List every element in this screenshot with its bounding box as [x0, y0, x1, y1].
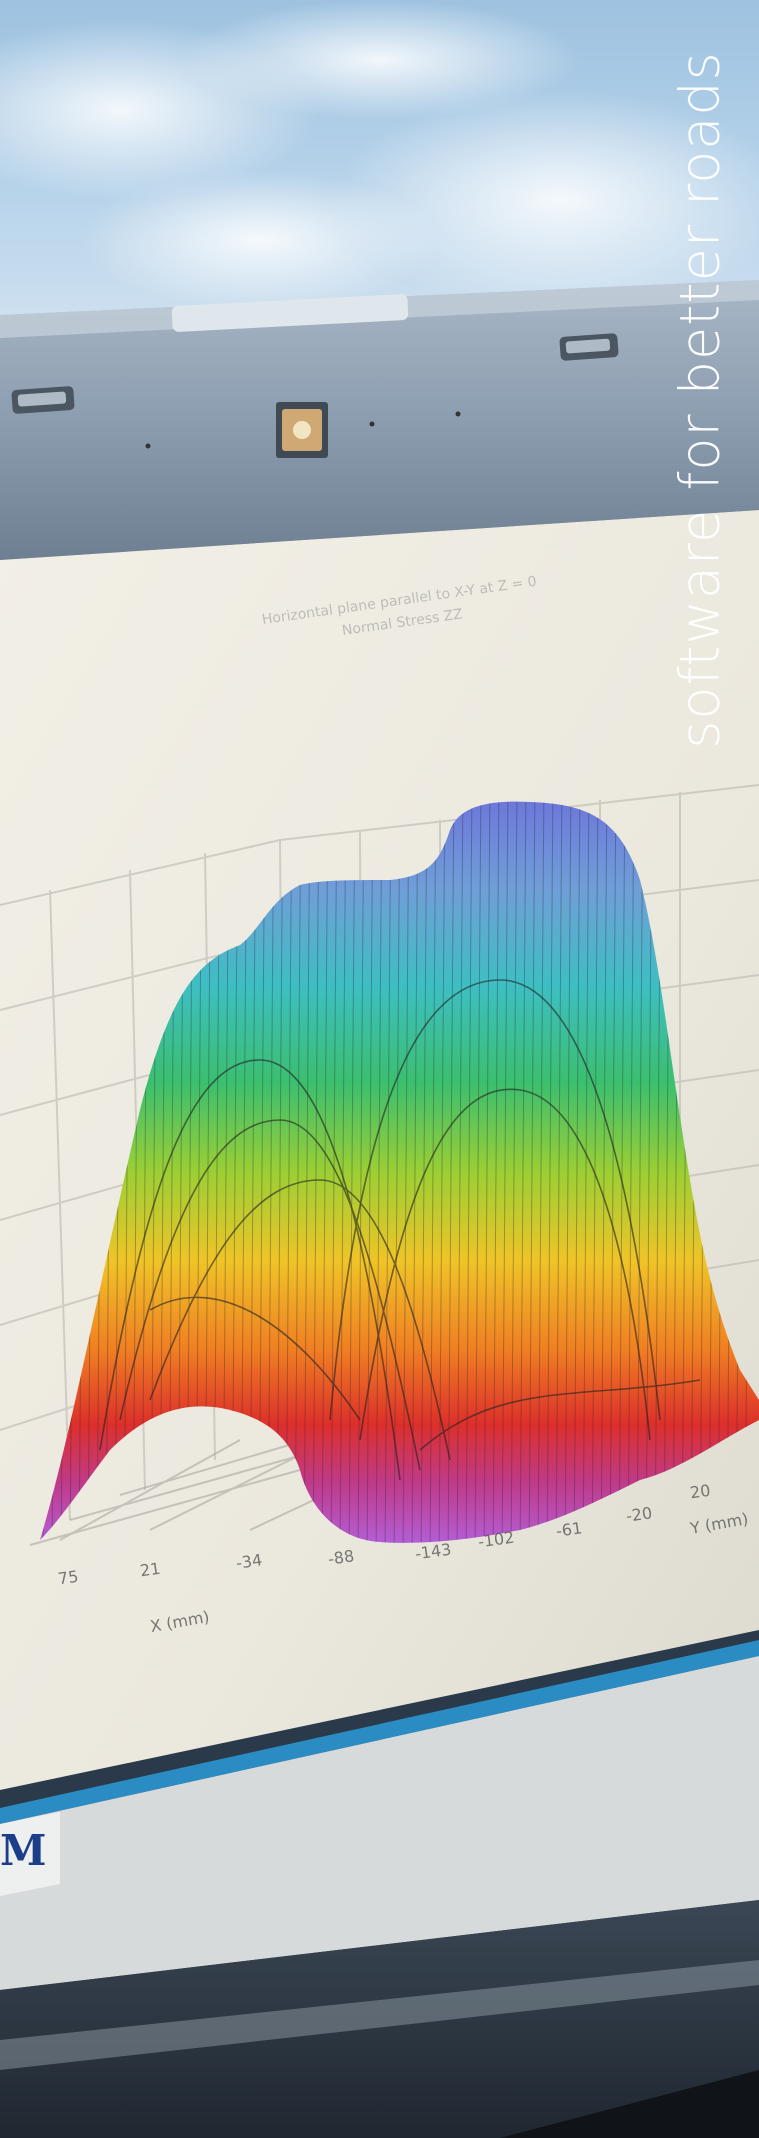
surface-mesh-line [348, 801, 356, 1543]
surface-mesh-line [303, 801, 311, 1543]
surface-mesh-line [357, 801, 365, 1543]
x-tick: 75 [56, 1566, 80, 1589]
surface-mesh-line [285, 801, 293, 1543]
surface-mesh-line [510, 801, 518, 1543]
tagline: software for better roads [668, 51, 732, 749]
x-tick: -88 [326, 1546, 356, 1569]
monitor-brand-fragment: M [0, 1826, 47, 1875]
surface-mesh-line [519, 801, 527, 1543]
surface-mesh-line [492, 801, 500, 1543]
surface-mesh-line [276, 801, 284, 1543]
surface-mesh-line [393, 801, 401, 1543]
surface-mesh-line [339, 801, 347, 1543]
surface-mesh-line [609, 801, 617, 1543]
surface-mesh-line [456, 801, 464, 1543]
surface-mesh-line [546, 801, 554, 1543]
surface-mesh-line [600, 801, 608, 1543]
surface-mesh-line [483, 801, 491, 1543]
surface-mesh-line [438, 801, 446, 1543]
surface-mesh-line [375, 801, 383, 1543]
surface-mesh-line [582, 801, 590, 1543]
surface-mesh-line [420, 801, 428, 1543]
surface-mesh-line [411, 801, 419, 1543]
surface-mesh-line [537, 801, 545, 1543]
x-tick: 21 [138, 1558, 162, 1581]
x-tick: -61 [554, 1518, 584, 1541]
x-tick: 20 [688, 1480, 712, 1503]
surface-mesh-line [429, 801, 437, 1543]
surface-mesh-line [627, 801, 635, 1543]
surface-mesh-line [528, 801, 536, 1543]
surface-mesh-line [294, 801, 302, 1543]
x-tick: -20 [624, 1503, 654, 1526]
surface-mesh-line [312, 801, 320, 1543]
surface-mesh-line [366, 801, 374, 1543]
surface-mesh-line [474, 801, 482, 1543]
surface-mesh-line [555, 801, 563, 1543]
surface-mesh-line [618, 801, 626, 1543]
surface-mesh-line [465, 801, 473, 1543]
surface-mesh-line [447, 801, 455, 1543]
x-tick: -34 [234, 1550, 264, 1573]
surface-mesh-line [573, 801, 581, 1543]
surface-mesh-line [321, 801, 329, 1543]
surface-mesh-line [384, 801, 392, 1543]
surface-mesh-line [564, 801, 572, 1543]
surface-mesh-line [501, 801, 509, 1543]
surface-mesh-line [636, 801, 644, 1543]
surface-mesh-line [402, 801, 410, 1543]
surface-mesh-line [591, 801, 599, 1543]
